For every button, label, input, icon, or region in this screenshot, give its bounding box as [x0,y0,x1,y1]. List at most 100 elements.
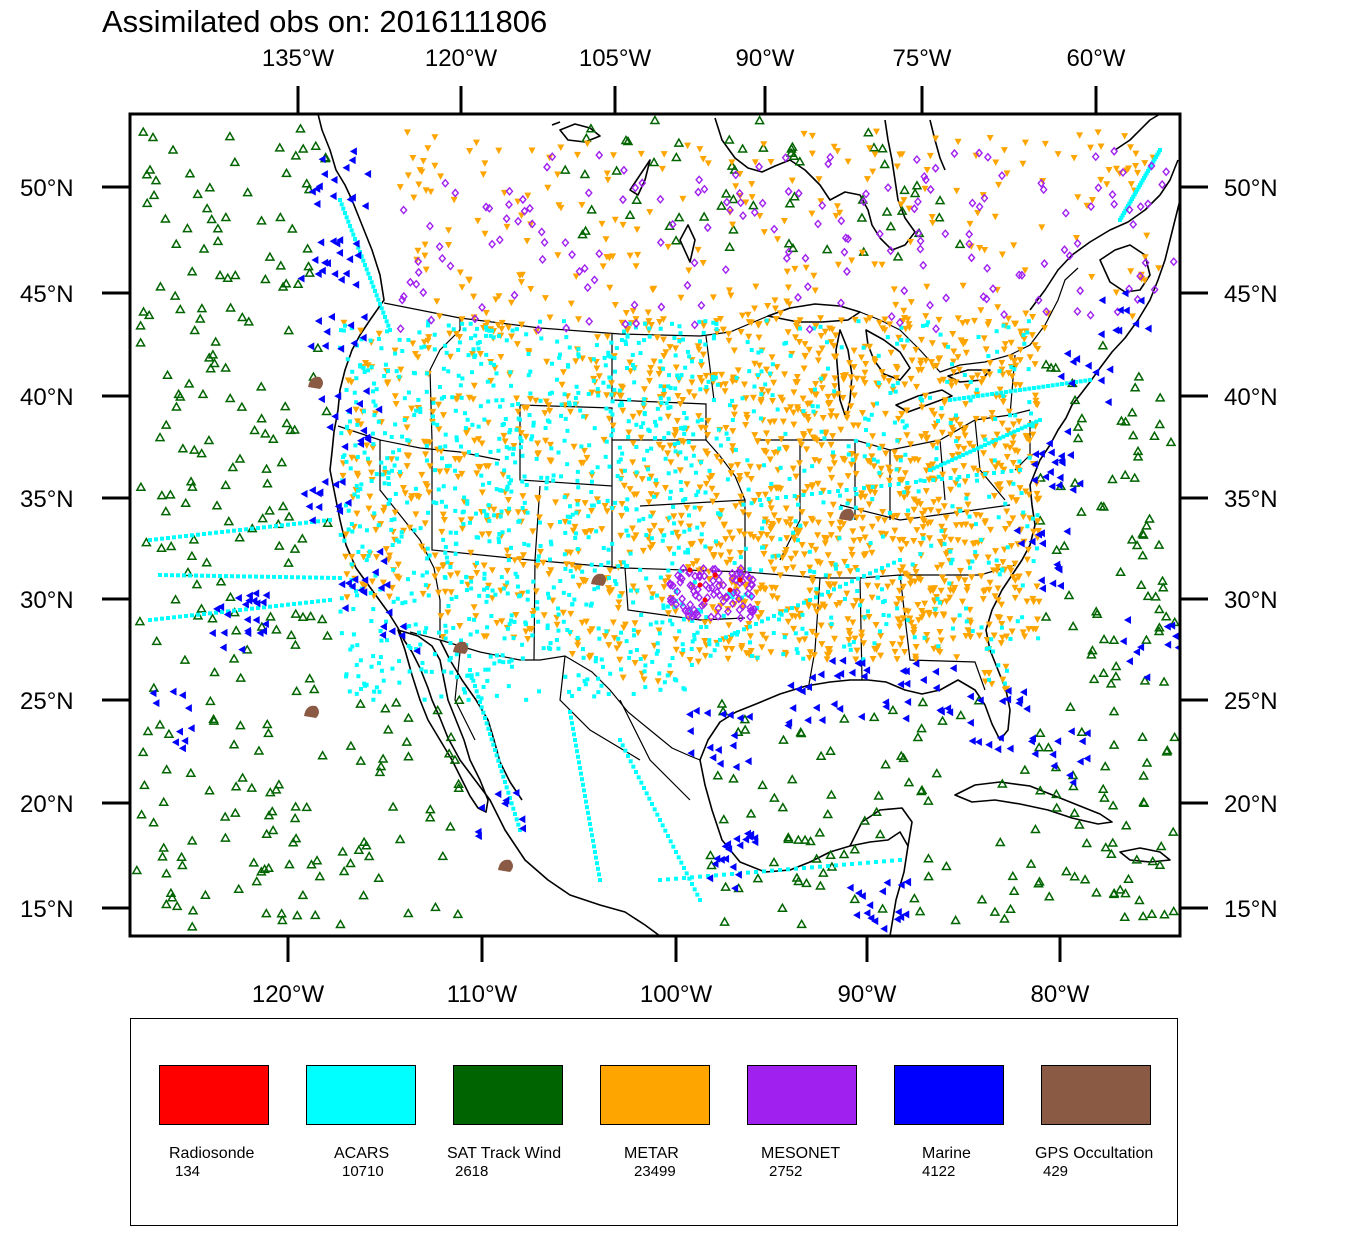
metar-marker [811,287,819,295]
marine-marker [178,691,186,700]
metar-marker [858,526,866,533]
metar-marker [891,527,899,535]
acars-marker [734,632,739,637]
acars-marker [557,519,562,524]
metar-marker [859,376,867,383]
mesonet-marker [656,194,665,204]
metar-marker [774,449,782,456]
metar-marker [467,575,475,583]
metar-marker [992,464,1000,471]
marine-marker [512,788,520,797]
sat-track-wind-marker [355,755,367,765]
acars-marker [642,669,647,674]
acars-marker [666,396,671,401]
acars-marker [462,495,467,500]
metar-marker [593,496,601,503]
metar-marker [664,450,672,457]
sat-track-wind-marker [210,336,221,346]
mesonet-marker [666,596,675,607]
metar-marker [601,502,609,510]
metar-marker [650,285,658,293]
metar-marker [935,508,943,516]
sat-track-wind-marker [355,698,366,708]
metar-marker [831,383,839,390]
acars-marker [354,593,359,598]
sat-track-wind-marker [825,745,836,755]
acars-marker [668,618,673,623]
acars-marker [1012,367,1017,372]
marine-marker [717,855,725,864]
mesonet-marker [514,216,523,226]
metar-marker [462,430,470,437]
metar-marker [804,483,812,491]
marine-marker [213,604,221,613]
acars-marker [509,618,514,623]
acars-marker [497,532,502,537]
acars-marker [678,450,683,455]
sat-track-wind-marker [160,213,171,223]
metar-marker [492,296,500,304]
acars-marker [466,697,471,702]
left-lat-label: 50°N [20,175,74,202]
acars-marker [958,508,963,513]
sat-track-wind-marker [754,115,765,125]
metar-marker [532,397,540,405]
acars-marker [634,647,639,652]
sat-track-wind-marker [135,481,147,492]
sat-track-wind-marker [262,478,273,488]
metar-marker [609,619,617,626]
acars-marker [786,867,790,872]
metar-marker [960,463,968,470]
acars-marker [716,511,721,516]
acars-marker [436,630,441,635]
sat-track-wind-marker [179,654,191,664]
acars-marker [371,654,376,659]
sat-track-wind-marker [877,143,888,153]
acars-marker [706,379,711,384]
acars-marker [713,375,718,380]
acars-marker [714,436,719,441]
acars-marker [382,431,387,436]
acars-marker [661,603,666,608]
metar-marker [1088,273,1096,281]
acars-marker [344,215,349,220]
metar-marker [877,530,885,538]
marine-marker [798,687,806,696]
metar-marker [624,327,632,334]
metar-marker [985,669,993,677]
mesonet-marker [673,570,682,581]
metar-marker [907,457,915,465]
metar-marker [632,532,640,539]
mesonet-marker [916,244,925,254]
acars-marker [870,485,875,489]
acars-marker [497,659,502,664]
acars-marker [660,620,665,625]
metar-marker [697,538,705,546]
acars-marker [562,438,567,443]
mesonet-marker [814,219,822,229]
marine-marker [519,824,527,833]
acars-marker [462,327,467,332]
acars-marker [389,435,394,440]
metar-marker [701,638,709,645]
metar-marker [403,129,411,136]
metar-marker [839,455,847,463]
acars-marker [454,595,459,600]
acars-marker [280,603,284,608]
metar-marker [966,606,974,614]
metar-marker [1004,315,1012,323]
acars-marker [549,446,554,451]
metar-marker [939,471,947,479]
metar-marker [646,209,654,216]
acars-marker [530,434,535,439]
metar-marker [747,476,755,483]
acars-marker [350,529,355,534]
acars-marker [619,630,624,635]
mesonet-marker [750,207,759,217]
acars-marker [549,542,554,547]
acars-marker [338,532,343,537]
metar-marker [775,517,783,525]
metar-marker [858,629,866,637]
acars-marker [544,480,549,485]
metar-marker [783,407,791,414]
